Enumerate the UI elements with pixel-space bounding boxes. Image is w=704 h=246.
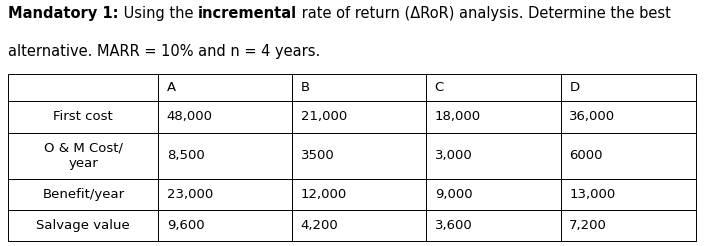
Bar: [8, 133, 158, 179]
Text: 6000: 6000: [570, 149, 603, 162]
Bar: [561, 179, 696, 210]
Text: 3500: 3500: [301, 149, 334, 162]
Bar: [426, 133, 561, 179]
Text: B: B: [301, 81, 310, 94]
Bar: [561, 101, 696, 133]
Text: 7,200: 7,200: [570, 219, 608, 232]
Text: 36,000: 36,000: [570, 110, 615, 123]
Bar: [426, 101, 561, 133]
Bar: [8, 179, 158, 210]
Text: 13,000: 13,000: [570, 188, 615, 201]
Text: 4,200: 4,200: [301, 219, 339, 232]
Bar: [158, 101, 292, 133]
Bar: [292, 74, 426, 101]
Text: 9,000: 9,000: [434, 188, 472, 201]
Bar: [426, 74, 561, 101]
Text: Benefit/year: Benefit/year: [42, 188, 125, 201]
Text: Mandatory 1:: Mandatory 1:: [8, 6, 119, 21]
Text: O & M Cost/
year: O & M Cost/ year: [44, 141, 122, 169]
Text: 3,000: 3,000: [434, 149, 472, 162]
Text: Salvage value: Salvage value: [37, 219, 130, 232]
Bar: [158, 210, 292, 241]
Bar: [158, 179, 292, 210]
Text: A: A: [167, 81, 176, 94]
Text: 48,000: 48,000: [167, 110, 213, 123]
Text: C: C: [434, 81, 444, 94]
Bar: [292, 179, 426, 210]
Bar: [158, 74, 292, 101]
Text: 21,000: 21,000: [301, 110, 347, 123]
Text: 12,000: 12,000: [301, 188, 347, 201]
Text: incremental: incremental: [198, 6, 297, 21]
Bar: [292, 101, 426, 133]
Bar: [426, 210, 561, 241]
Bar: [8, 210, 158, 241]
Text: 23,000: 23,000: [167, 188, 213, 201]
Text: rate of return (ΔRoR) analysis. Determine the best: rate of return (ΔRoR) analysis. Determin…: [297, 6, 671, 21]
Bar: [8, 74, 158, 101]
Text: 3,600: 3,600: [434, 219, 472, 232]
Bar: [561, 133, 696, 179]
Text: First cost: First cost: [54, 110, 113, 123]
Bar: [292, 133, 426, 179]
Bar: [8, 101, 158, 133]
Text: Using the: Using the: [119, 6, 198, 21]
Bar: [158, 133, 292, 179]
Bar: [561, 74, 696, 101]
Text: 8,500: 8,500: [167, 149, 204, 162]
Bar: [561, 210, 696, 241]
Bar: [292, 210, 426, 241]
Text: D: D: [570, 81, 579, 94]
Text: 18,000: 18,000: [434, 110, 481, 123]
Text: 9,600: 9,600: [167, 219, 204, 232]
Text: alternative. MARR = 10% and n = 4 years.: alternative. MARR = 10% and n = 4 years.: [8, 44, 321, 59]
Bar: [426, 179, 561, 210]
